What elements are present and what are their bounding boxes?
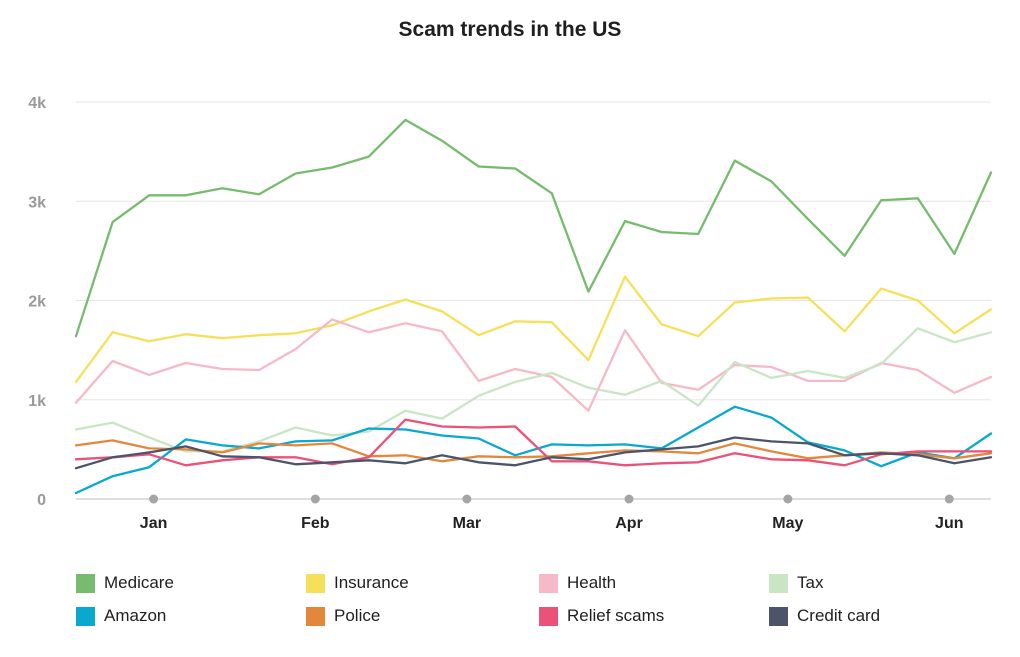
series-line-credit-card xyxy=(74,436,993,470)
grid-layer xyxy=(76,101,991,401)
legend-swatch xyxy=(306,574,325,593)
x-tick-label: Jan xyxy=(140,515,168,532)
label-layer: 0 1k 2k 3k 4k Jan Feb Mar Apr May Jun xyxy=(28,95,963,532)
x-tick-label: May xyxy=(772,515,803,532)
legend-swatch xyxy=(76,574,95,593)
legend-swatch xyxy=(539,574,558,593)
legend-label: Medicare xyxy=(104,573,174,592)
series-line-tax xyxy=(74,327,993,453)
legend-swatch xyxy=(769,574,788,593)
series-line-health xyxy=(74,318,993,412)
y-tick-label: 4k xyxy=(28,95,46,112)
legend-swatch xyxy=(306,607,325,626)
legend-swatch xyxy=(76,607,95,626)
x-tick-label: Mar xyxy=(453,515,481,532)
series-line-medicare xyxy=(74,118,993,338)
series-layer xyxy=(74,118,993,495)
legend-label: Credit card xyxy=(797,606,881,625)
y-tick-label: 2k xyxy=(28,294,46,311)
x-tick-marker xyxy=(462,494,472,504)
x-tick-marker xyxy=(944,494,954,504)
x-tick-marker xyxy=(149,494,159,504)
legend-label: Amazon xyxy=(104,606,167,625)
x-tick-marker xyxy=(310,494,320,504)
line-chart: 0 1k 2k 3k 4k Jan Feb Mar Apr May Jun xyxy=(28,95,993,532)
x-tick-label: Apr xyxy=(615,515,643,532)
series-line-amazon xyxy=(74,405,993,495)
legend-label: Tax xyxy=(797,573,824,592)
legend-swatch xyxy=(769,607,788,626)
axis-layer xyxy=(76,494,991,504)
legend-label: Relief scams xyxy=(567,606,665,625)
x-tick-label: Feb xyxy=(301,515,330,532)
chart-title: Scam trends in the US xyxy=(398,18,622,41)
legend-label: Health xyxy=(567,573,617,592)
y-tick-label: 0 xyxy=(37,492,46,509)
legend-swatch xyxy=(539,607,558,626)
x-tick-marker xyxy=(783,494,793,504)
series-line-police xyxy=(74,439,993,463)
x-tick-label: Jun xyxy=(935,515,963,532)
legend-label: Insurance xyxy=(334,573,409,592)
series-line-relief-scams xyxy=(74,418,993,467)
x-tick-marker xyxy=(624,494,634,504)
y-tick-label: 1k xyxy=(28,393,46,410)
y-tick-label: 3k xyxy=(28,194,46,211)
legend-label: Police xyxy=(334,606,381,625)
series-line-insurance xyxy=(74,275,993,384)
